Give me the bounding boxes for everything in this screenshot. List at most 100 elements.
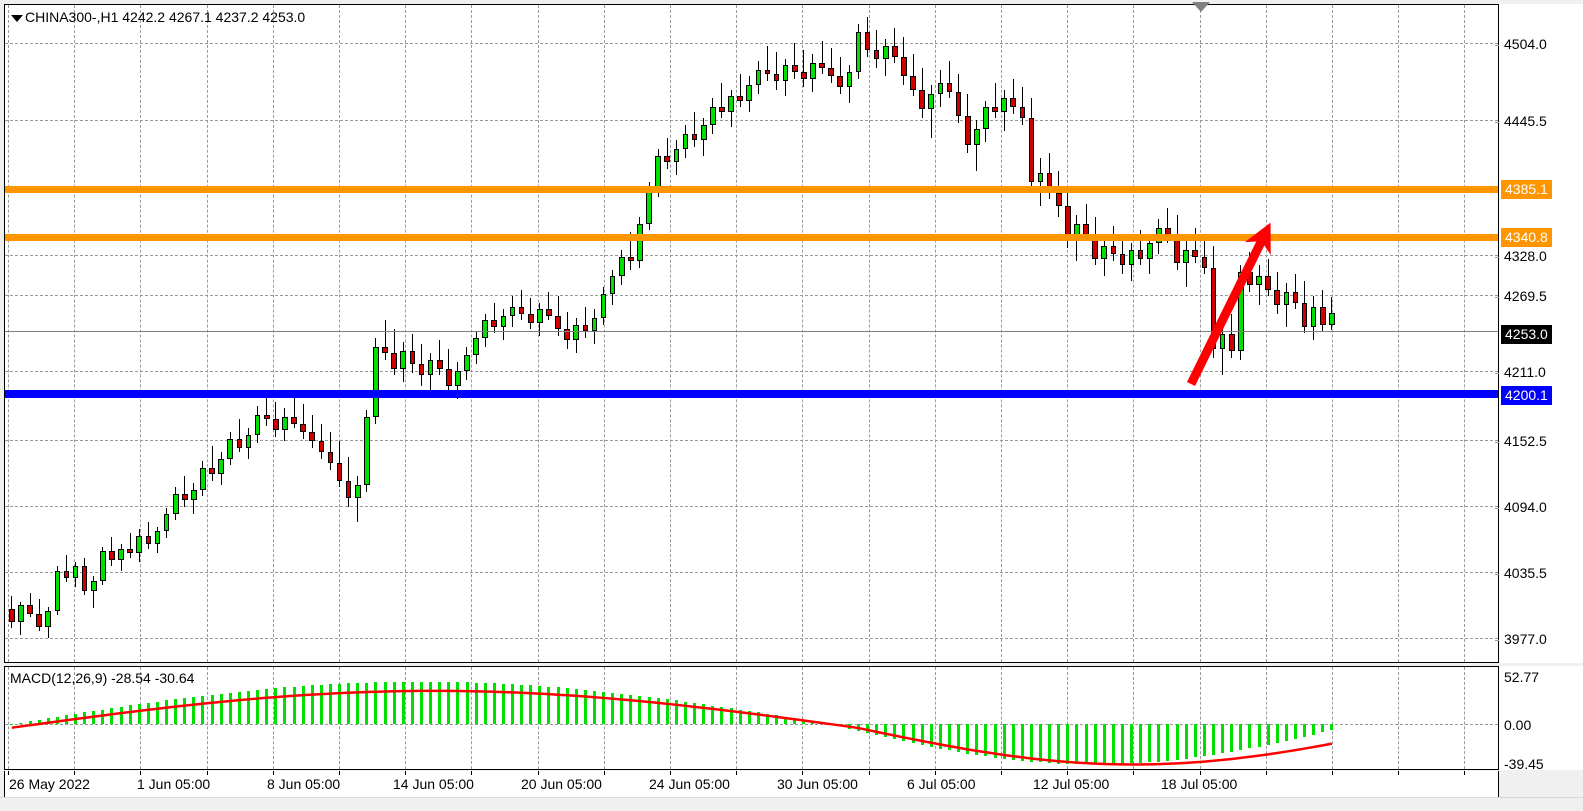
price-axis-label: 4152.5 (1504, 433, 1547, 449)
candlestick (436, 5, 443, 662)
candlestick (1192, 5, 1199, 662)
candle-body-bullish (118, 548, 124, 560)
macd-histogram-bar (447, 681, 451, 724)
macd-histogram-bar (583, 689, 587, 724)
candle-body-bearish (436, 359, 443, 369)
macd-histogram-bar (611, 692, 615, 724)
macd-histogram-bar (1075, 724, 1079, 765)
candle-body-bullish (1283, 291, 1290, 305)
candle-wick (794, 43, 796, 79)
macd-histogram-bar (738, 709, 742, 724)
price-axis-label: 4445.5 (1504, 113, 1547, 129)
candle-wick (1258, 265, 1260, 305)
macd-histogram-bar (1257, 724, 1261, 747)
candle-body-bullish (282, 416, 288, 431)
candle-body-bearish (527, 313, 534, 323)
time-tick (1332, 771, 1333, 775)
bullish-arrow-annotation[interactable] (5, 5, 1498, 662)
candlestick (746, 5, 753, 662)
candlestick (782, 5, 789, 662)
time-tick (802, 771, 804, 775)
macd-histogram-bar (756, 712, 760, 724)
time-tick (1067, 771, 1069, 775)
macd-histogram-bar (429, 681, 433, 724)
candlestick (236, 5, 243, 662)
time-tick (1265, 771, 1267, 775)
macd-histogram-bar (383, 682, 387, 724)
macd-histogram-bar (237, 691, 241, 724)
time-axis-label: 6 Jul 05:00 (907, 776, 976, 792)
candle-body-bearish (1201, 256, 1208, 268)
macd-zero-line (5, 724, 1498, 725)
candle-body-bearish (1019, 107, 1026, 119)
candle-wick (521, 289, 523, 321)
candle-body-bearish (209, 467, 215, 475)
candle-wick (384, 320, 386, 360)
price-axis-label: 4340.8 (1501, 228, 1552, 247)
macd-plot-area[interactable] (5, 667, 1498, 769)
candle-body-bearish (127, 548, 133, 554)
macd-axis-label: 0.00 (1504, 717, 1532, 733)
macd-histogram-bar (1212, 724, 1215, 755)
candlestick (36, 5, 42, 662)
candlestick (928, 5, 935, 662)
price-axis-label: 4328.0 (1504, 248, 1547, 264)
candlestick (1256, 5, 1262, 662)
candle-body-bearish (919, 89, 925, 110)
candle-body-bullish (45, 611, 52, 627)
price-chart-panel[interactable]: CHINA300-,H1 4242.2 4267.1 4237.2 4253.0 (4, 2, 1499, 663)
candle-body-bullish (227, 438, 234, 459)
candle-wick (493, 302, 495, 334)
candle-body-bullish (364, 416, 370, 486)
candlestick (1137, 5, 1144, 662)
macd-scale[interactable]: 52.77 0.00 -39.45 (1499, 666, 1583, 771)
candlestick (391, 5, 397, 662)
macd-histogram-bar (474, 682, 478, 724)
candle-body-bullish (218, 458, 225, 475)
triangle-down-marker-icon[interactable] (1192, 2, 1210, 12)
candlestick (719, 5, 725, 662)
resistance-line-lower[interactable] (5, 234, 1498, 241)
triangle-down-icon[interactable] (11, 15, 23, 22)
axis-tick (1495, 257, 1499, 258)
macd-histogram-bar (938, 724, 942, 749)
macd-indicator-panel[interactable]: MACD(12,26,9) -28.54 -30.64 (4, 666, 1499, 770)
price-plot-area[interactable] (5, 5, 1498, 662)
resistance-line-upper[interactable] (5, 186, 1498, 193)
candlestick (409, 5, 416, 662)
candle-body-bearish (892, 45, 898, 57)
candlestick (1201, 5, 1208, 662)
macd-histogram-bar (119, 706, 123, 724)
price-scale[interactable]: 4504.0 4445.5 4385.1 4340.8 4328.0 4269.5 4253… (1495, 4, 1583, 663)
time-scale[interactable]: 26 May 2022 1 Jun 05:00 8 Jun 05:00 14 Jun … (4, 771, 1499, 797)
macd-histogram-bar (247, 690, 251, 724)
macd-histogram-bar (975, 724, 979, 755)
macd-histogram-bar (492, 683, 496, 724)
support-line[interactable] (5, 390, 1498, 398)
macd-histogram-bar (592, 690, 596, 724)
candle-body-bearish (9, 609, 15, 623)
macd-histogram-bar (693, 702, 697, 724)
candle-wick (530, 298, 532, 330)
macd-histogram-bar (146, 702, 150, 724)
candle-body-bearish (1119, 254, 1126, 266)
macd-histogram-bar (1321, 724, 1325, 733)
candle-wick (976, 120, 978, 171)
macd-histogram-bar (1066, 724, 1070, 764)
axis-tick (1495, 574, 1499, 575)
candlestick (700, 5, 707, 662)
candlestick (910, 5, 916, 662)
macd-histogram-bar (256, 689, 260, 724)
macd-histogram-bar (602, 691, 606, 724)
macd-histogram-bar (1111, 724, 1115, 765)
candle-body-bullish (354, 485, 361, 499)
candlestick (682, 5, 689, 662)
macd-histogram-bar (192, 696, 196, 724)
candle-body-bearish (1301, 302, 1308, 327)
candle-wick (766, 45, 768, 81)
time-tick (74, 771, 76, 775)
candlestick (464, 5, 470, 662)
macd-histogram-bar (957, 724, 961, 752)
macd-histogram-bar (711, 705, 715, 724)
candle-wick (1021, 87, 1023, 125)
